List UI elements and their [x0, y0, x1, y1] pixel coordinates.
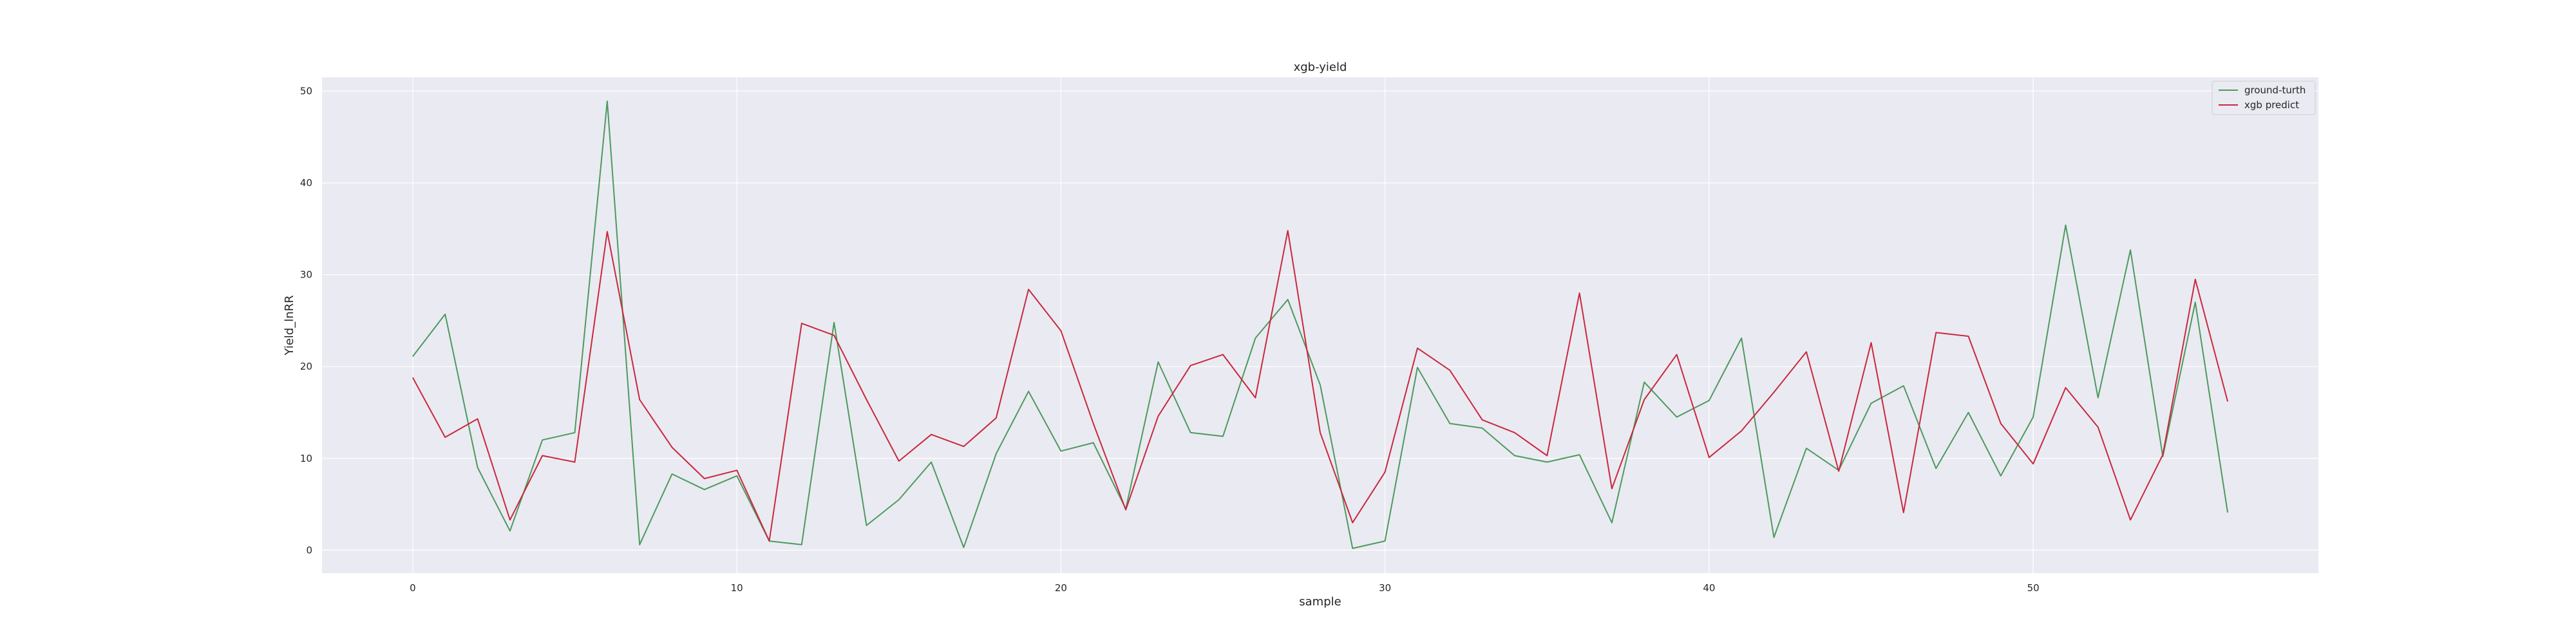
y-axis-label: Yield_lnRR [283, 295, 296, 355]
gridlines [322, 77, 2318, 573]
y-tick-label: 50 [300, 85, 312, 97]
x-tick-label: 20 [1055, 582, 1067, 594]
plot-background [322, 77, 2318, 573]
x-tick-label: 30 [1379, 582, 1391, 594]
x-tick-label: 40 [1703, 582, 1715, 594]
x-tick-labels: 0 10 20 30 40 50 [410, 582, 2040, 594]
y-tick-label: 30 [300, 269, 312, 281]
legend: ground-turth xgb predict [2211, 80, 2316, 115]
legend-label-ground-turth: ground-turth [2244, 84, 2306, 96]
series-group [412, 100, 2229, 549]
x-tick-label: 0 [410, 582, 416, 594]
legend-label-xgb-predict: xgb predict [2244, 99, 2299, 111]
y-tick-label: 40 [300, 177, 312, 189]
x-axis-label: sample [1299, 595, 1341, 609]
x-tick-label: 10 [731, 582, 743, 594]
series-line-ground-turth [412, 100, 2229, 549]
y-tick-label: 10 [300, 453, 312, 464]
chart-title: xgb-yield [1294, 61, 1347, 74]
x-tick-label: 50 [2027, 582, 2040, 594]
series-line-xgb-predict [412, 230, 2229, 542]
y-tick-labels: 0 10 20 30 40 50 [300, 85, 312, 556]
y-tick-label: 0 [306, 544, 312, 556]
y-tick-label: 20 [300, 361, 312, 372]
